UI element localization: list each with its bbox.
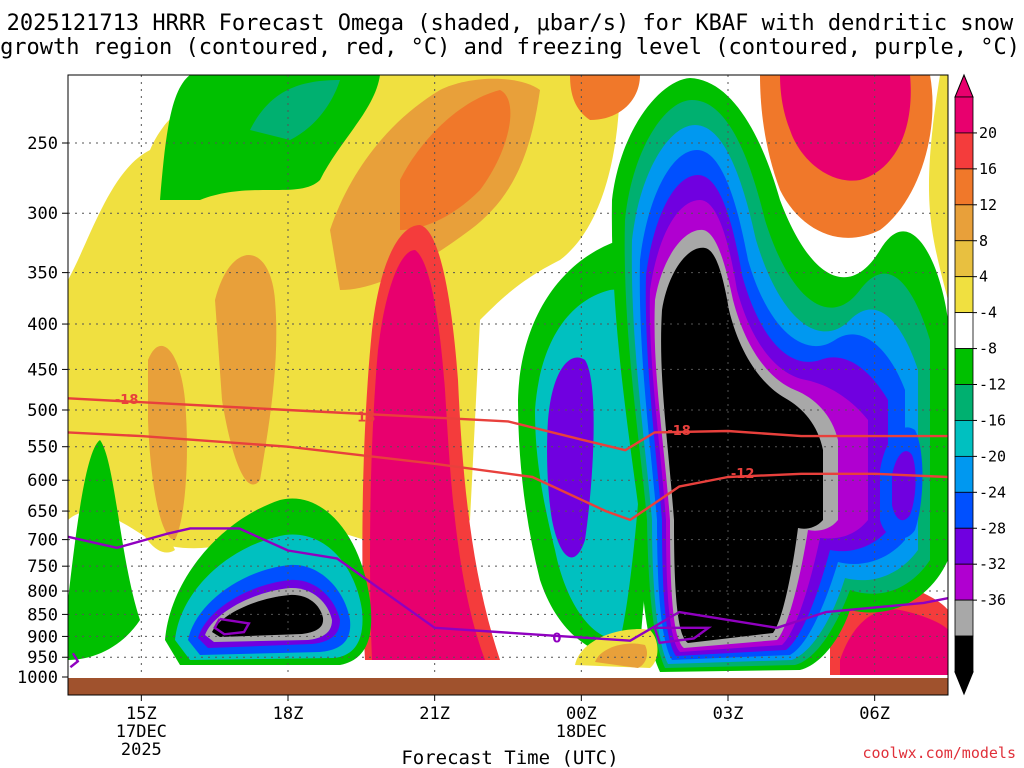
freezing-level-loop xyxy=(69,652,80,669)
colorbar-arrow-bottom xyxy=(954,671,974,696)
y-tick-label: 300 xyxy=(27,204,58,224)
freezing-level-loop xyxy=(653,626,713,645)
colorbar-label: 16 xyxy=(979,160,997,178)
omega-shade-orange-top xyxy=(570,75,640,120)
x-tick-label: 15Z xyxy=(126,704,157,724)
colorbar-swatch xyxy=(954,96,974,134)
freezing-level-loop xyxy=(213,617,251,636)
credit-link[interactable]: coolwx.com/models xyxy=(862,744,1016,762)
colorbar-arrow-top xyxy=(954,73,974,98)
y-tick-label: 350 xyxy=(27,264,58,284)
y-tick-label: 750 xyxy=(27,557,58,577)
y-tick-label: 400 xyxy=(27,315,58,335)
omega-shade-black-core xyxy=(661,247,823,643)
x-tick-date: 17DEC xyxy=(116,722,167,742)
contour-label: -18 xyxy=(667,424,691,439)
y-tick-label: 550 xyxy=(27,438,58,458)
colorbar-label: -12 xyxy=(979,376,1006,394)
y-tick-label: 500 xyxy=(27,401,58,421)
colorbar-swatch xyxy=(954,491,974,529)
ground-surface-bar xyxy=(68,678,948,695)
colorbar-swatch xyxy=(954,204,974,242)
contour-label: 18 xyxy=(357,411,375,426)
contour-lines: -18 18 -18 -12 0 xyxy=(68,393,948,669)
colorbar-label: -20 xyxy=(979,447,1006,465)
omega-shade-magenta-upper-right xyxy=(780,75,911,181)
chart-title-line2: growth region (contoured, red, °C) and f… xyxy=(0,35,1020,60)
y-tick-label: 950 xyxy=(27,648,58,668)
colorbar-label: -8 xyxy=(979,340,997,358)
colorbar-label: -4 xyxy=(979,304,997,322)
y-tick-label: 800 xyxy=(27,582,58,602)
x-tick-label: 03Z xyxy=(713,704,744,724)
colorbar-swatch xyxy=(954,132,974,170)
colorbar-swatch xyxy=(954,635,974,673)
x-tick-label: 00Z xyxy=(566,704,597,724)
colorbar-swatch xyxy=(954,168,974,206)
colorbar-label: -36 xyxy=(979,591,1006,609)
colorbar-label: -16 xyxy=(979,411,1006,429)
colorbar-swatch xyxy=(954,348,974,385)
x-tick-label: 21Z xyxy=(419,704,450,724)
colorbar-swatch xyxy=(954,384,974,421)
omega-shade-green-left xyxy=(68,440,140,660)
omega-shade-yellow-right xyxy=(928,75,948,300)
colorbar-label: -28 xyxy=(979,519,1006,537)
colorbar-label: -24 xyxy=(979,483,1006,501)
omega-shade-purple-midright xyxy=(547,357,594,558)
x-tick-label: 18Z xyxy=(273,704,304,724)
omega-shade-magenta-column xyxy=(370,250,485,660)
colorbar-label: -32 xyxy=(979,555,1006,573)
colorbar-label: 8 xyxy=(979,232,988,250)
y-axis: 2503003504004505005506006507007508008509… xyxy=(17,134,68,688)
x-axis-label: Forecast Time (UTC) xyxy=(401,747,618,768)
omega-shade-lightorange-left xyxy=(148,345,187,540)
plot-grid xyxy=(68,75,948,675)
colorbar-swatch xyxy=(954,455,974,493)
colorbar-swatch xyxy=(954,240,974,278)
colorbar-swatch xyxy=(954,420,974,457)
contour-series-line xyxy=(68,397,948,452)
y-tick-label: 900 xyxy=(27,627,58,647)
y-tick-label: 650 xyxy=(27,502,58,522)
y-tick-label: 1000 xyxy=(17,668,58,688)
contour-series-line xyxy=(68,431,948,522)
y-tick-label: 850 xyxy=(27,605,58,625)
colorbar-swatch xyxy=(954,599,974,637)
colorbar: 20 16 12 8 4 -4 -8 -12 -16 -20 -24 -28 -32 -36 xyxy=(954,73,1006,696)
x-tick-year: 2025 xyxy=(121,740,162,760)
omega-shade-lightorange-surface-patch xyxy=(595,643,648,668)
contour-label: 0 xyxy=(552,632,561,647)
omega-shade-purple-right-cell xyxy=(892,451,916,521)
colorbar-swatch xyxy=(954,276,974,314)
colorbar-label: 20 xyxy=(979,124,997,142)
omega-shade-orange-deep xyxy=(400,90,511,230)
colorbar-label: 12 xyxy=(979,196,997,214)
omega-shade-magenta-lower-right xyxy=(840,609,948,675)
plot-area: -18 18 -18 -12 0 xyxy=(68,75,948,675)
y-tick-label: 700 xyxy=(27,531,58,551)
y-tick-label: 250 xyxy=(27,134,58,154)
x-tick-date: 18DEC xyxy=(556,722,607,742)
y-tick-label: 600 xyxy=(27,471,58,491)
colorbar-label: 4 xyxy=(979,268,988,286)
contour-label: -12 xyxy=(731,467,755,482)
contour-series-line xyxy=(68,527,948,642)
plot-frame xyxy=(67,74,949,696)
colorbar-swatch xyxy=(954,563,974,601)
omega-shade-black-lower-cell xyxy=(212,594,324,637)
colorbar-swatch xyxy=(954,527,974,565)
omega-shade-teal-upper-left xyxy=(250,80,340,140)
x-tick-label: 06Z xyxy=(859,704,890,724)
contour-label: -18 xyxy=(115,393,139,408)
omega-shade-lightorange-mid xyxy=(215,255,277,485)
y-tick-label: 450 xyxy=(27,360,58,380)
chart-title-line1: 2025121713 HRRR Forecast Omega (shaded, … xyxy=(7,11,1014,36)
colorbar-swatch xyxy=(954,312,974,349)
